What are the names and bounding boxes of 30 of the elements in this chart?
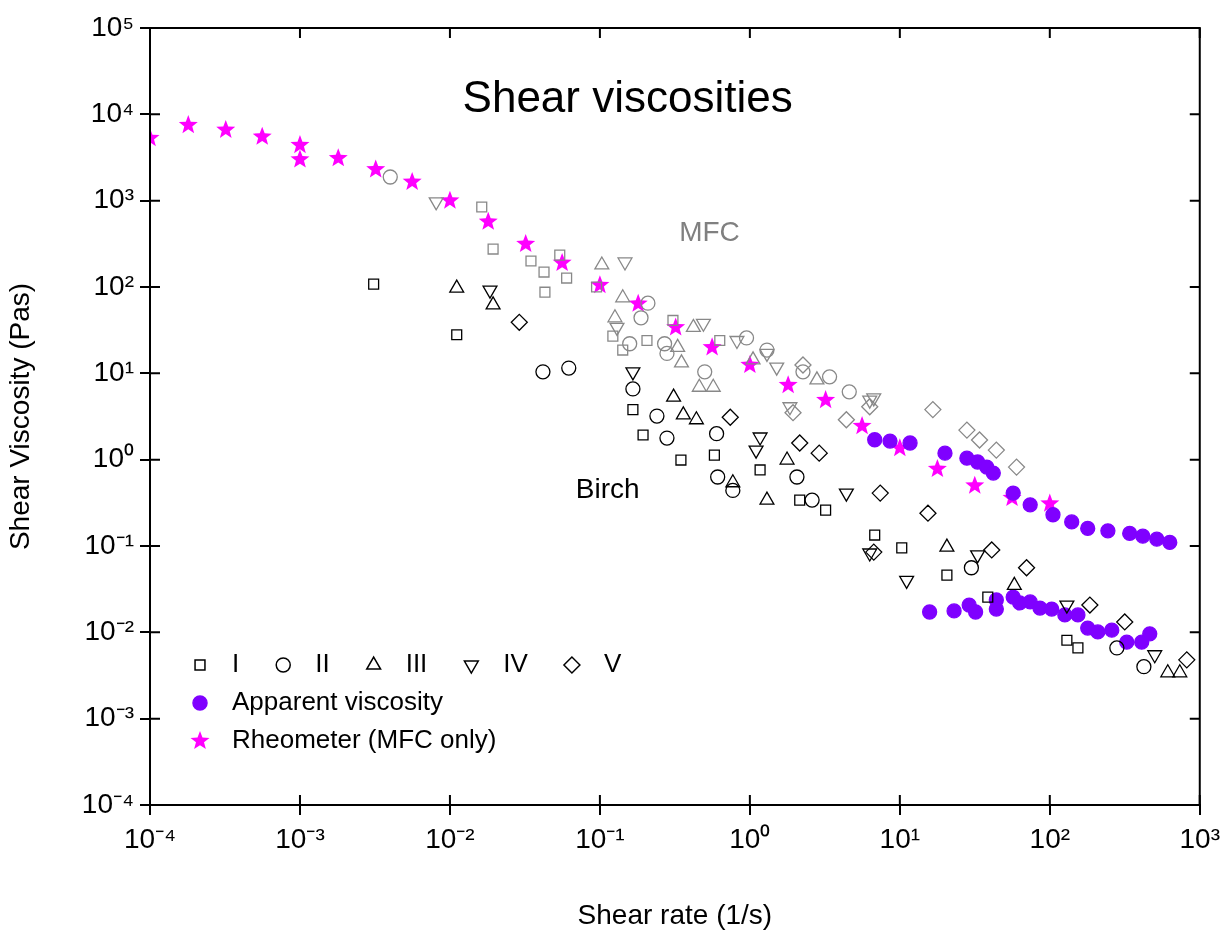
y-tick-label: 10⁻⁴ — [81, 787, 134, 819]
y-tick-label: 10⁵ — [91, 10, 134, 42]
legend-label: III — [405, 648, 428, 679]
y-tick-label: 10¹ — [93, 356, 134, 388]
legend-label: IV — [503, 648, 529, 679]
x-tick-label: 10² — [1029, 822, 1071, 854]
legend-label: I — [232, 648, 240, 679]
x-tick-label: 10³ — [1179, 822, 1220, 854]
legend-label: Rheometer (MFC only) — [232, 724, 497, 755]
x-tick-label: 10⁻¹ — [575, 822, 625, 854]
y-tick-label: 10⁴ — [90, 97, 134, 129]
legend-label: Apparent viscosity — [232, 686, 443, 717]
x-tick-label: 10⁰ — [729, 822, 771, 854]
legend-label: V — [603, 648, 622, 679]
x-axis-title: Shear rate (1/s) — [577, 898, 773, 930]
x-tick-label: 10⁻² — [425, 822, 475, 854]
x-tick-label: 10¹ — [879, 822, 921, 854]
y-tick-label: 10² — [93, 269, 134, 301]
y-tick-label: 10⁻¹ — [84, 528, 134, 560]
x-tick-label: 10⁻⁴ — [123, 822, 177, 854]
x-tick-label: 10⁻³ — [275, 822, 325, 854]
y-axis-title: Shear Viscosity (Pas) — [3, 282, 35, 551]
legend-label: II — [315, 648, 330, 679]
annotation: Birch — [575, 473, 640, 505]
y-tick-label: 10⁻² — [84, 615, 134, 647]
y-tick-label: 10⁻³ — [84, 701, 134, 733]
y-tick-label: 10³ — [93, 183, 134, 215]
text: Shear viscosities — [462, 72, 793, 122]
annotation: MFC — [679, 215, 740, 247]
y-tick-label: 10⁰ — [92, 442, 134, 474]
